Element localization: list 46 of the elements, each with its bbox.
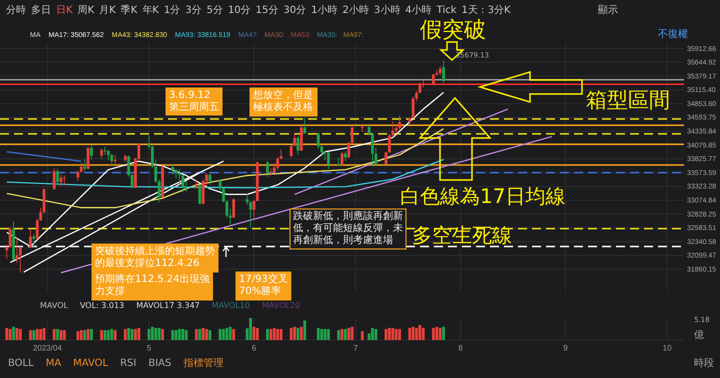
text: 10分 [228,4,251,16]
text: 1天 : 3分K [462,4,511,16]
text: MAVOL17 3.347 [136,301,200,310]
text: 5分 [206,4,223,16]
x-tick-label: 7 [353,344,358,353]
text: BIAS [148,358,172,369]
text: 月K [99,5,116,16]
text: 不復權 [658,28,688,40]
text: MAVOL [40,301,68,310]
text: 顯示 [598,4,618,16]
text: 3分 [185,4,202,16]
x-tick-label: 8 [458,344,464,353]
text: 1小時 [311,4,338,16]
x-tick-label: 6 [252,344,257,353]
x-tick-label: 2023/04 [32,344,62,353]
text: 指標管理 [182,357,224,369]
text: 時段 [694,357,714,369]
text: 1分 [164,4,180,16]
text: VOL: 3.013 [80,301,124,310]
annotation: 想放空，但是極核表不及格 [252,89,313,113]
text: MAVOL10 [212,301,250,310]
text: 季K [120,4,138,16]
x-tick-label: 5 [146,344,152,353]
text: 年K [142,4,160,16]
text: BOLL [8,358,34,369]
text: 2小時 [342,4,369,16]
text: 分時 [6,4,26,16]
annotation: 多空生死線 [412,223,512,247]
text: MA [46,358,62,369]
text: 3小時 [374,4,400,16]
text: 多日 [31,4,51,16]
text: MAVOL20 [262,301,300,310]
x-tick-label: 9 [563,344,568,353]
text: 15分 [256,4,278,16]
text: 周K [78,5,95,16]
text: Tick [436,5,457,16]
text: RSI [120,358,136,369]
annotation: 箱型區間 [586,88,670,112]
text: 30分 [283,4,306,16]
text: MAVOL [73,358,109,369]
text: 日K [56,5,73,16]
x-tick-label: 10 [662,344,672,353]
annotation: 白色線為17日均線 [400,184,566,208]
text: 4小時 [405,4,432,16]
annotation: 假突破 [420,18,486,43]
text: 億 [694,329,704,341]
